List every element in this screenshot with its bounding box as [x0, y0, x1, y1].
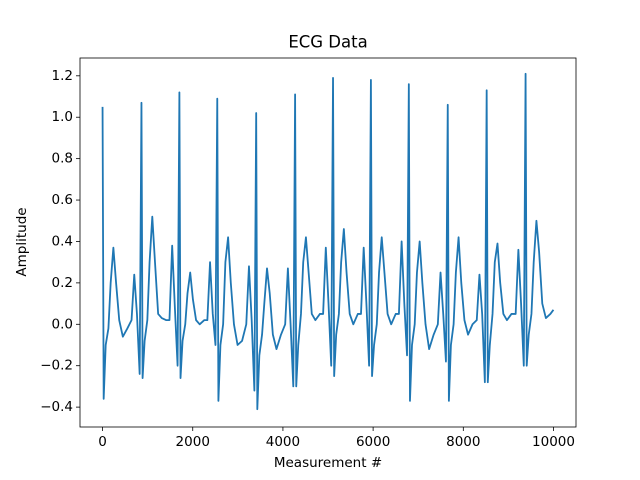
y-tick-label: 1.2 [52, 68, 73, 84]
y-tick-label: 0.0 [52, 316, 73, 332]
x-axis-label: Measurement # [274, 455, 382, 471]
x-tick-label: 8000 [446, 434, 480, 450]
y-axis-label: Amplitude [14, 207, 30, 276]
x-tick-label: 10000 [532, 434, 575, 450]
x-tick-label: 6000 [356, 434, 390, 450]
y-tick-label: −0.2 [40, 358, 73, 374]
plot-frame [79, 57, 577, 428]
y-tick-label: 0.2 [52, 275, 73, 291]
x-tick-label: 4000 [266, 434, 300, 450]
ecg-line [101, 72, 555, 411]
y-tick-label: 0.8 [52, 151, 73, 167]
x-tick-label: 0 [98, 434, 107, 450]
chart-title: ECG Data [288, 33, 367, 52]
x-tick-label: 2000 [176, 434, 210, 450]
y-tick-label: 0.4 [52, 233, 73, 249]
y-tick-label: 0.6 [52, 192, 73, 208]
y-tick-label: −0.4 [40, 399, 73, 415]
y-tick-label: 1.0 [52, 109, 73, 125]
